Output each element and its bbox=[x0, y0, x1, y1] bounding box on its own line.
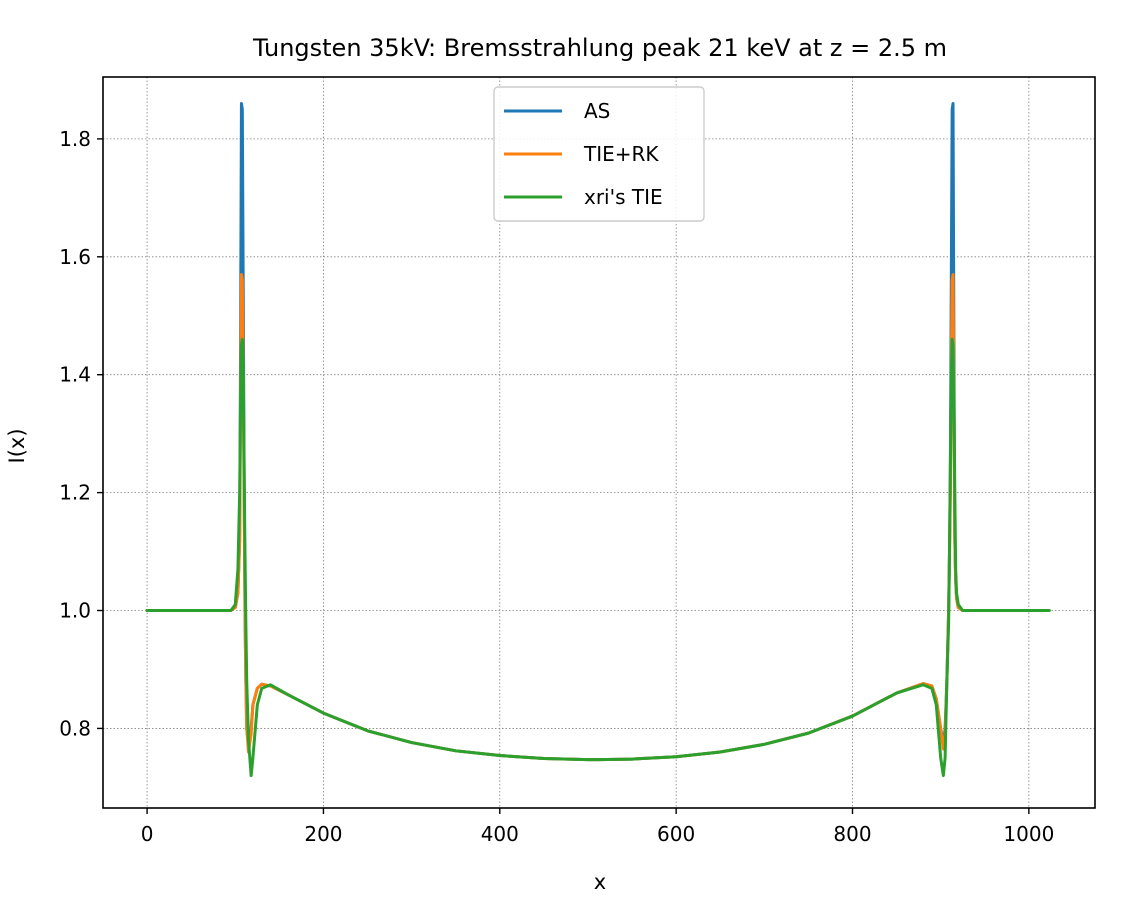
legend-label-2: xri's TIE bbox=[584, 185, 663, 209]
axis-ticks: 0 200 400 600 800 1000 0.8 1.0 1.2 1.4 1.6 1.8 bbox=[59, 127, 1054, 846]
x-tick-label: 0 bbox=[141, 822, 154, 846]
legend: AS TIE+RK xri's TIE bbox=[493, 86, 705, 222]
plot-frame bbox=[102, 76, 1096, 809]
x-tick-label: 800 bbox=[833, 822, 871, 846]
y-tick-label: 1.4 bbox=[59, 363, 91, 387]
x-tick-label: 600 bbox=[657, 822, 695, 846]
x-tick-label: 200 bbox=[304, 822, 342, 846]
series-line-2 bbox=[145, 337, 1051, 778]
legend-box bbox=[493, 86, 705, 222]
legend-label-0: AS bbox=[584, 99, 610, 123]
plot-lines bbox=[145, 102, 1051, 778]
x-tick-label: 400 bbox=[481, 822, 519, 846]
grid bbox=[103, 77, 1095, 808]
x-tick-label: 1000 bbox=[1003, 822, 1054, 846]
chart-title: Tungsten 35kV: Bremsstrahlung peak 21 ke… bbox=[252, 34, 947, 62]
y-tick-label: 1.8 bbox=[59, 127, 91, 151]
y-axis-label: I(x) bbox=[5, 428, 29, 463]
y-tick-label: 1.6 bbox=[59, 245, 91, 269]
legend-label-1: TIE+RK bbox=[583, 142, 659, 166]
y-tick-label: 1.2 bbox=[59, 481, 91, 505]
y-tick-label: 1.0 bbox=[59, 599, 91, 623]
y-tick-label: 0.8 bbox=[59, 716, 91, 740]
x-axis-label: x bbox=[594, 870, 606, 894]
